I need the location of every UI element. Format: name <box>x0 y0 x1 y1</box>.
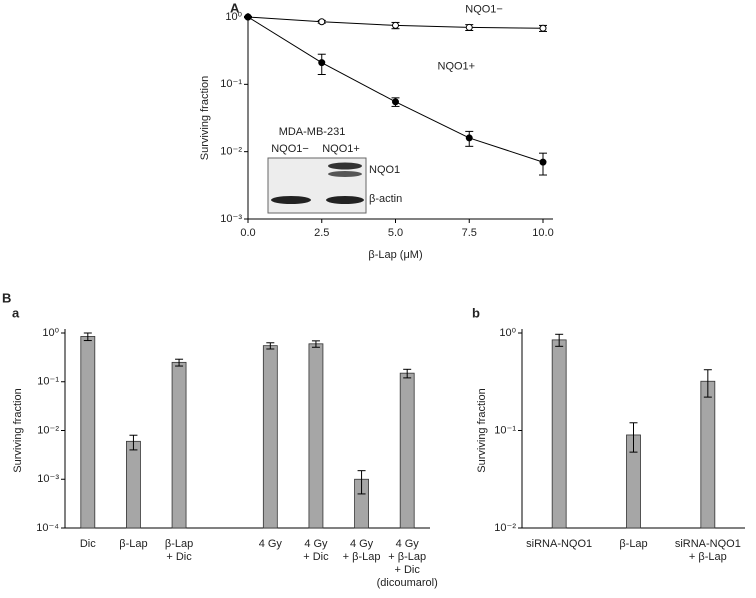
error-bar <box>555 333 564 347</box>
marker <box>539 24 547 32</box>
x-tick-label: 2.5 <box>314 227 329 239</box>
x-tick-label: 4 Gy + β-Lap + Dic (dicoumarol) <box>377 538 438 589</box>
label-line: siRNA-NQO1 <box>675 538 741 550</box>
blot-band <box>271 196 311 204</box>
y-tick-label: 10⁰ <box>225 11 242 23</box>
y-axis-label: Surviving fraction <box>476 388 488 472</box>
label-line: + Dic <box>303 551 329 563</box>
marker <box>244 13 252 21</box>
y-tick-label: 10⁻¹ <box>494 424 516 436</box>
marker <box>318 59 326 67</box>
band-label: NQO1 <box>369 164 400 176</box>
marker <box>539 158 547 166</box>
x-tick-label: Dic <box>80 538 96 550</box>
bar <box>171 361 187 529</box>
bar <box>308 343 324 529</box>
label-line: siRNA-NQO1 <box>526 538 592 550</box>
lane-label: NQO1+ <box>322 143 360 155</box>
marker <box>392 98 399 106</box>
panel-label: A <box>230 0 240 15</box>
x-tick-label: 7.5 <box>462 227 477 239</box>
band-label: β-actin <box>369 193 402 205</box>
blot-band <box>326 196 364 204</box>
error-bar <box>629 422 638 453</box>
y-tick-label: 10⁻¹ <box>37 376 59 388</box>
label-line: + Dic <box>395 564 421 576</box>
label-line: Dic <box>80 538 96 550</box>
series-label: NQO1+ <box>438 61 476 73</box>
series-label: NQO1− <box>465 3 503 15</box>
label-line: β-Lap <box>165 538 193 550</box>
label-line: + Dic <box>166 551 192 563</box>
label-line: + β-Lap <box>388 551 426 563</box>
error-bar <box>83 332 92 342</box>
bar <box>262 345 278 529</box>
bar <box>80 336 96 529</box>
y-tick-label: 10⁻² <box>494 522 516 534</box>
x-tick-label: siRNA-NQO1 + β-Lap <box>675 538 741 563</box>
bar <box>700 380 716 529</box>
error-bar <box>403 368 412 379</box>
marker <box>465 134 473 142</box>
label-line: β-Lap <box>119 538 147 550</box>
label-line: + β-Lap <box>689 551 727 563</box>
inset-blot: MDA-MB-231 NQO1− NQO1+ NQO1 β-actin <box>267 126 402 214</box>
y-tick-label: 10⁻⁴ <box>36 522 59 534</box>
error-bar <box>129 434 138 451</box>
bar <box>551 339 567 529</box>
label-line: 4 Gy <box>259 538 283 550</box>
x-axis-label: β-Lap (μM) <box>368 249 422 261</box>
y-tick-label: 10⁻³ <box>37 473 59 485</box>
label-line: + β-Lap <box>343 551 381 563</box>
label-line: 4 Gy <box>350 538 374 550</box>
x-tick-label: β-Lap + Dic <box>165 538 193 563</box>
y-tick-label: 10⁰ <box>42 327 59 339</box>
y-tick-label: 10⁰ <box>499 327 516 339</box>
y-tick-label: 10⁻³ <box>220 213 242 225</box>
x-tick-label: β-Lap <box>619 538 647 550</box>
y-axis-label: Surviving fraction <box>12 388 24 472</box>
error-bar <box>311 340 320 348</box>
x-tick-label: 0.0 <box>240 227 255 239</box>
x-tick-label: 4 Gy + Dic <box>303 538 329 563</box>
x-tick-label: 4 Gy <box>259 538 283 550</box>
y-tick-label: 10⁻¹ <box>220 78 242 90</box>
blot-band <box>328 171 362 177</box>
y-tick-label: 10⁻² <box>220 146 242 158</box>
y-axis-label: Surviving fraction <box>199 76 211 160</box>
x-tick-label: 10.0 <box>532 227 553 239</box>
panel-label: B <box>2 290 11 305</box>
marker <box>392 21 399 29</box>
x-tick-label: 5.0 <box>388 227 403 239</box>
x-tick-label: β-Lap <box>119 538 147 550</box>
marker <box>465 23 473 31</box>
lane-label: NQO1− <box>271 143 309 155</box>
inset-title: MDA-MB-231 <box>279 126 346 138</box>
label-line: (dicoumarol) <box>377 577 438 589</box>
panel-label: b <box>472 305 480 320</box>
series-line <box>247 16 544 163</box>
label-line: 4 Gy <box>396 538 420 550</box>
marker <box>318 18 326 26</box>
blot-band <box>328 162 362 170</box>
error-bar <box>357 470 366 495</box>
label-line: 4 Gy <box>304 538 328 550</box>
label-line: β-Lap <box>619 538 647 550</box>
error-bar <box>703 369 712 398</box>
x-tick-label: 4 Gy + β-Lap <box>343 538 381 563</box>
y-tick-label: 10⁻² <box>37 424 59 436</box>
bar <box>126 440 141 529</box>
panel-label: a <box>12 305 20 320</box>
x-tick-label: siRNA-NQO1 <box>526 538 592 550</box>
error-bar <box>175 358 184 367</box>
bar <box>399 372 415 529</box>
error-bar <box>266 342 275 350</box>
